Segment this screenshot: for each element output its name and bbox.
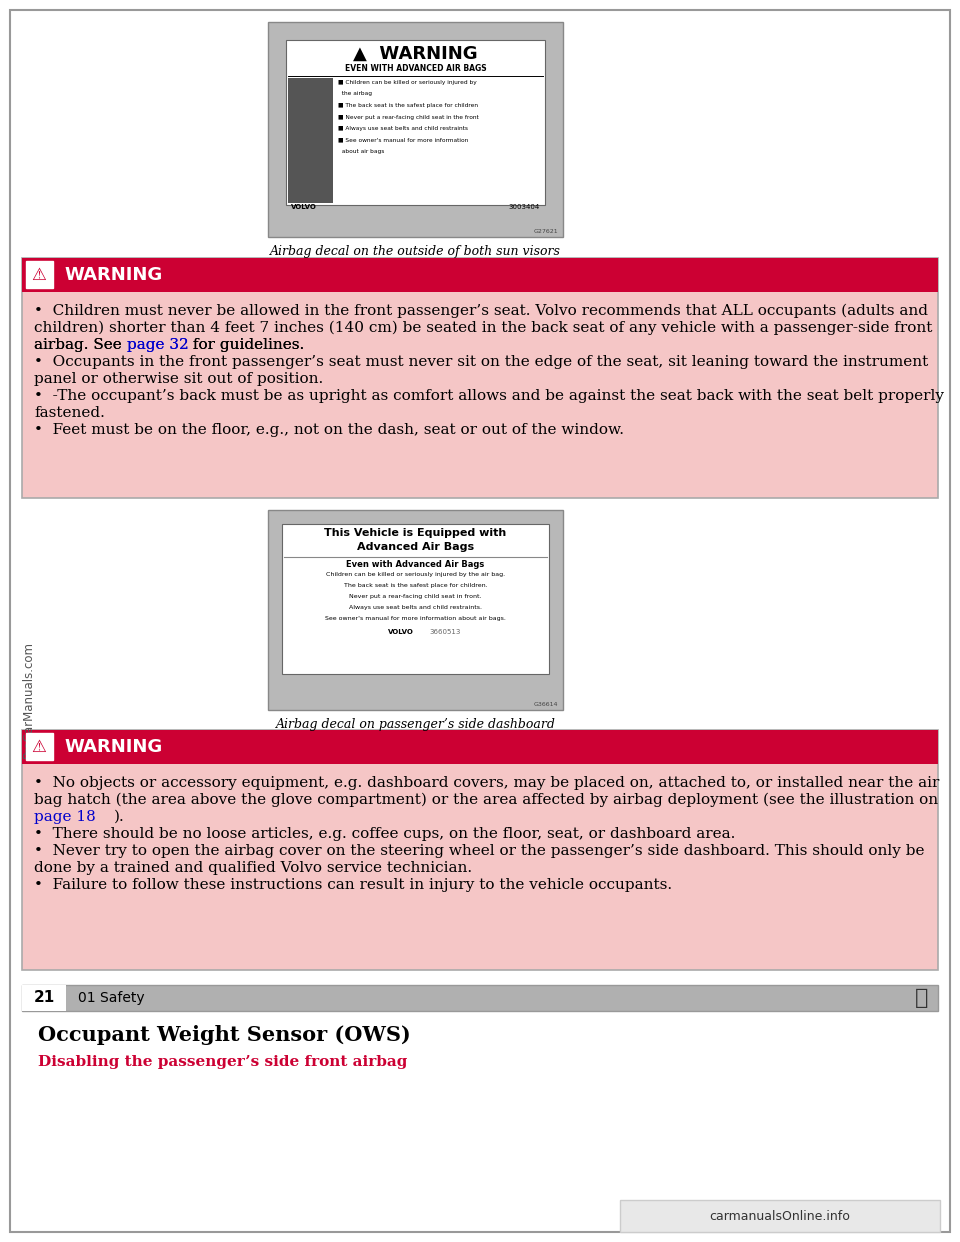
Text: done by a trained and qualified Volvo service technician.: done by a trained and qualified Volvo se… xyxy=(34,861,472,876)
FancyBboxPatch shape xyxy=(26,733,53,760)
Text: •  Children must never be allowed in the front passenger’s seat. Volvo recommend: • Children must never be allowed in the … xyxy=(34,304,928,318)
Text: G36614: G36614 xyxy=(534,702,558,707)
Text: •  No objects or accessory equipment, e.g. dashboard covers, may be placed on, a: • No objects or accessory equipment, e.g… xyxy=(34,776,940,790)
FancyBboxPatch shape xyxy=(22,985,66,1011)
FancyBboxPatch shape xyxy=(22,258,938,498)
Text: 3660513: 3660513 xyxy=(430,628,461,635)
Text: page 18: page 18 xyxy=(34,810,96,823)
Text: •  -The occupant’s back must be as upright as comfort allows and be against the : • -The occupant’s back must be as uprigh… xyxy=(34,389,944,402)
Text: •  There should be no loose articles, e.g. coffee cups, on the floor, seat, or d: • There should be no loose articles, e.g… xyxy=(34,827,735,841)
Text: G27621: G27621 xyxy=(534,229,558,233)
Text: •  Occupants in the front passenger’s seat must never sit on the edge of the sea: • Occupants in the front passenger’s sea… xyxy=(34,355,928,369)
Text: EVEN WITH ADVANCED AIR BAGS: EVEN WITH ADVANCED AIR BAGS xyxy=(345,65,487,73)
Text: ■ Never put a rear-facing child seat in the front: ■ Never put a rear-facing child seat in … xyxy=(338,114,479,119)
Text: 21: 21 xyxy=(34,991,55,1006)
Text: VOLVO: VOLVO xyxy=(291,204,317,210)
Text: Never put a rear-facing child seat in front.: Never put a rear-facing child seat in fr… xyxy=(349,594,482,599)
Text: 3003404: 3003404 xyxy=(509,204,540,210)
FancyBboxPatch shape xyxy=(10,10,950,1232)
Text: about air bags: about air bags xyxy=(338,149,384,154)
Text: for guidelines.: for guidelines. xyxy=(188,338,304,351)
Text: 01 Safety: 01 Safety xyxy=(78,991,145,1005)
Text: The back seat is the safest place for children.: The back seat is the safest place for ch… xyxy=(344,582,488,587)
Text: This Vehicle is Equipped with: This Vehicle is Equipped with xyxy=(324,528,507,538)
Text: ⚠: ⚠ xyxy=(32,266,46,284)
Text: WARNING: WARNING xyxy=(64,266,162,284)
Text: Airbag decal on passenger’s side dashboard: Airbag decal on passenger’s side dashboa… xyxy=(276,718,556,732)
Text: page 32: page 32 xyxy=(127,338,188,351)
Text: •  Failure to follow these instructions can result in injury to the vehicle occu: • Failure to follow these instructions c… xyxy=(34,878,672,892)
Text: •  Never try to open the airbag cover on the steering wheel or the passenger’s s: • Never try to open the airbag cover on … xyxy=(34,845,924,858)
Text: for guidelines.: for guidelines. xyxy=(188,338,304,351)
FancyBboxPatch shape xyxy=(620,1200,940,1232)
Text: Even with Advanced Air Bags: Even with Advanced Air Bags xyxy=(347,560,485,569)
FancyBboxPatch shape xyxy=(22,730,938,970)
Text: fastened.: fastened. xyxy=(34,406,105,420)
Text: ProCarManuals.com: ProCarManuals.com xyxy=(22,642,35,759)
Text: airbag. See: airbag. See xyxy=(34,338,127,351)
Text: •  Feet must be on the floor, e.g., not on the dash, seat or out of the window.: • Feet must be on the floor, e.g., not o… xyxy=(34,424,624,437)
Text: Ⓢ: Ⓢ xyxy=(915,987,928,1009)
FancyBboxPatch shape xyxy=(26,261,53,288)
FancyBboxPatch shape xyxy=(268,22,563,237)
Text: Occupant Weight Sensor (OWS): Occupant Weight Sensor (OWS) xyxy=(38,1025,411,1045)
Text: ▲  WARNING: ▲ WARNING xyxy=(353,45,478,63)
Text: carmanualsOnline.info: carmanualsOnline.info xyxy=(709,1210,851,1222)
FancyBboxPatch shape xyxy=(22,985,938,1011)
Text: airbag. See: airbag. See xyxy=(34,338,127,351)
FancyBboxPatch shape xyxy=(288,78,333,202)
Text: WARNING: WARNING xyxy=(64,738,162,756)
Text: ).: ). xyxy=(113,810,125,823)
FancyBboxPatch shape xyxy=(268,510,563,710)
Text: Disabling the passenger’s side front airbag: Disabling the passenger’s side front air… xyxy=(38,1054,407,1069)
FancyBboxPatch shape xyxy=(282,524,549,674)
Text: ⚠: ⚠ xyxy=(32,738,46,756)
Text: panel or otherwise sit out of position.: panel or otherwise sit out of position. xyxy=(34,373,324,386)
Text: bag hatch (the area above the glove compartment) or the area affected by airbag : bag hatch (the area above the glove comp… xyxy=(34,792,938,807)
FancyBboxPatch shape xyxy=(286,40,545,205)
FancyBboxPatch shape xyxy=(22,258,938,292)
Text: Always use seat belts and child restraints.: Always use seat belts and child restrain… xyxy=(349,605,482,610)
Text: ■ The back seat is the safest place for children: ■ The back seat is the safest place for … xyxy=(338,103,478,108)
Text: See owner's manual for more information about air bags.: See owner's manual for more information … xyxy=(325,616,506,621)
Text: ■ See owner's manual for more information: ■ See owner's manual for more informatio… xyxy=(338,138,468,143)
Text: ■ Children can be killed or seriously injured by: ■ Children can be killed or seriously in… xyxy=(338,79,477,84)
Text: ■ Always use seat belts and child restraints: ■ Always use seat belts and child restra… xyxy=(338,125,468,130)
FancyBboxPatch shape xyxy=(22,730,938,764)
Text: page 32: page 32 xyxy=(127,338,188,351)
Text: children) shorter than 4 feet 7 inches (140 cm) be seated in the back seat of an: children) shorter than 4 feet 7 inches (… xyxy=(34,320,932,335)
Text: Advanced Air Bags: Advanced Air Bags xyxy=(357,542,474,551)
Text: Airbag decal on the outside of both sun visors: Airbag decal on the outside of both sun … xyxy=(270,245,561,258)
Text: Children can be killed or seriously injured by the air bag.: Children can be killed or seriously inju… xyxy=(326,573,505,578)
Text: the airbag: the airbag xyxy=(338,92,372,97)
Text: VOLVO: VOLVO xyxy=(388,628,414,635)
